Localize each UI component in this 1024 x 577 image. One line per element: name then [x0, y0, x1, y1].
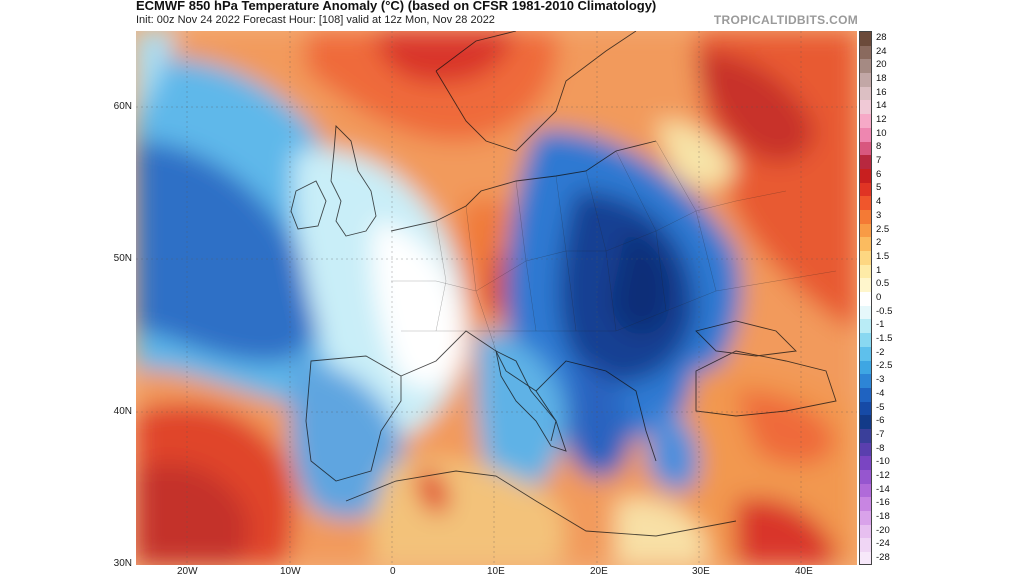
color-scale-label: -0.5 [876, 305, 893, 317]
color-scale-swatch [860, 45, 871, 60]
color-scale-label: -2 [876, 346, 885, 358]
lon-label-10e: 10E [487, 566, 505, 577]
lon-label-20e: 20E [590, 566, 608, 577]
country-borders [391, 140, 837, 352]
color-scale-swatch [860, 511, 871, 525]
color-scale-swatch [860, 333, 871, 347]
color-scale-swatch [860, 470, 871, 484]
color-scale-label: -7 [876, 428, 885, 440]
color-scale-swatch [860, 292, 871, 306]
color-scale-swatch [860, 387, 871, 402]
source-watermark: TROPICALTIDBITS.COM [713, 13, 858, 27]
color-scale-swatch [860, 428, 871, 443]
color-scale-label: -12 [876, 470, 890, 481]
lon-label-30e: 30E [692, 566, 710, 577]
lat-label-60n: 60N [113, 101, 132, 112]
color-scale-label: -4 [876, 387, 885, 399]
color-scale-label: 1.5 [876, 250, 890, 262]
color-scale-swatch [860, 155, 871, 169]
color-scale-label: -18 [876, 511, 890, 523]
color-scale-label: 2 [876, 237, 882, 249]
color-scale-label: 8 [876, 141, 882, 153]
color-scale-swatch [860, 319, 871, 334]
color-scale-swatch [860, 346, 871, 361]
coastlines [290, 31, 837, 537]
color-scale-swatch [860, 401, 871, 416]
color-scale-label: 7 [876, 155, 882, 167]
color-scale-label: -20 [876, 524, 890, 536]
color-scale-label: 16 [876, 86, 887, 98]
color-scale-label: 2.5 [876, 223, 890, 235]
color-scale-labels: 28 24 20 18 16 14 12 10 8 7 6 5 4 3 2.5 2 1.5 1 0.5 0 -0.5 -1… [876, 31, 906, 565]
color-scale-swatch [860, 442, 871, 457]
forecast-info: Init: 00z Nov 24 2022 Forecast Hour: [10… [136, 14, 495, 26]
color-scale-swatch [860, 497, 871, 512]
color-scale-label: 14 [876, 100, 887, 112]
anomaly-field [136, 31, 857, 565]
lon-label-0: 0 [390, 566, 396, 577]
color-scale-swatch [860, 415, 871, 429]
color-scale-label: -5 [876, 401, 885, 413]
map-title: ECMWF 850 hPa Temperature Anomaly (°C) (… [136, 0, 657, 13]
graticule [136, 31, 857, 565]
color-scale-label: 20 [876, 59, 887, 71]
lat-label-50n: 50N [113, 253, 132, 264]
color-scale-label: 24 [876, 45, 887, 57]
color-scale-label: 3 [876, 209, 882, 221]
color-scale-label: -10 [876, 456, 890, 468]
color-scale-label: -1.5 [876, 333, 893, 345]
color-scale-swatch [860, 374, 871, 388]
lat-label-30n: 30N [113, 558, 132, 569]
color-scale-label: -2.5 [876, 360, 893, 372]
color-scale-swatch [860, 114, 871, 128]
color-scale-swatch [860, 552, 871, 564]
color-scale-swatch [860, 127, 871, 142]
color-scale-label: -28 [876, 552, 890, 564]
color-scale-label: 18 [876, 72, 887, 84]
color-scale-label: -16 [876, 497, 890, 509]
color-scale-label: 0 [876, 292, 882, 303]
color-scale-swatch [860, 223, 871, 238]
color-scale-swatch [860, 59, 871, 74]
color-scale-swatch [860, 456, 871, 470]
color-scale-label: 10 [876, 127, 887, 139]
color-scale-swatch [860, 278, 871, 293]
color-scale-label: -24 [876, 538, 890, 550]
color-scale-label: 5 [876, 182, 882, 194]
color-scale-label: 12 [876, 114, 887, 125]
color-scale-swatch [860, 251, 871, 265]
color-scale-label: -8 [876, 442, 885, 454]
color-scale-label: -1 [876, 319, 885, 331]
color-scale-swatch [860, 32, 871, 46]
color-scale-swatch [860, 168, 871, 183]
color-scale-label: 28 [876, 31, 887, 43]
color-scale-swatch [860, 237, 871, 251]
color-scale-label: 0.5 [876, 278, 890, 290]
lon-label-10w: 10W [280, 566, 301, 577]
color-scale-swatch [860, 141, 871, 156]
color-scale-swatch [860, 483, 871, 498]
color-scale-swatch [860, 100, 871, 115]
lon-label-20w: 20W [177, 566, 198, 577]
color-scale-bar [859, 31, 872, 565]
color-scale-swatch [860, 196, 871, 210]
color-scale-swatch [860, 209, 871, 224]
color-scale-label: -14 [876, 483, 890, 495]
color-scale-swatch [860, 538, 871, 553]
color-scale-label: -3 [876, 374, 885, 386]
color-scale-swatch [860, 360, 871, 375]
color-scale-swatch [860, 86, 871, 101]
color-scale-label: -6 [876, 415, 885, 427]
lon-label-40e: 40E [795, 566, 813, 577]
color-scale-label: 4 [876, 196, 882, 208]
color-scale-label: 6 [876, 168, 882, 180]
color-scale-swatch [860, 182, 871, 197]
color-scale-swatch [860, 73, 871, 87]
lat-label-40n: 40N [113, 406, 132, 417]
anomaly-map[interactable] [136, 31, 857, 565]
color-scale-swatch [860, 305, 871, 320]
color-scale-swatch [860, 264, 871, 279]
color-scale-swatch [860, 524, 871, 539]
color-scale-label: 1 [876, 264, 882, 276]
